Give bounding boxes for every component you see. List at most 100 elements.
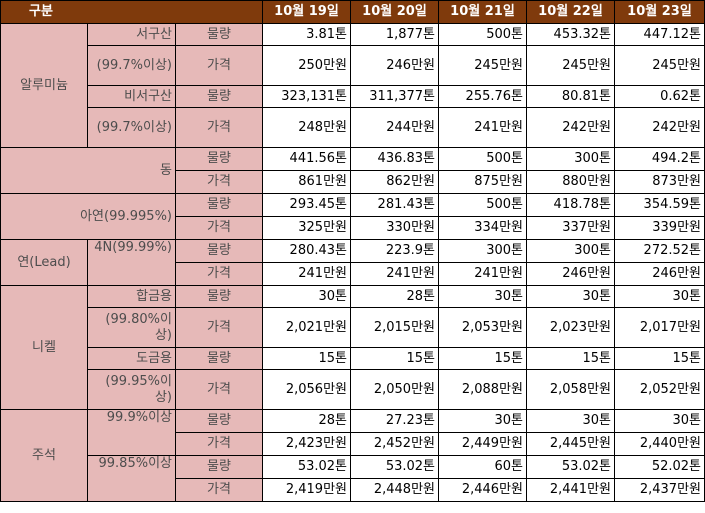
table-row: 아연(99.995%) 물량 293.45톤 281.43톤 500톤 418.… — [0, 193, 705, 240]
qty-label: 물량 — [175, 23, 263, 46]
qty-cell: 354.59톤 — [614, 193, 705, 217]
qty-cell: 52.02톤 — [614, 455, 705, 479]
nickel-plating-label: 도금용 — [87, 347, 176, 370]
qty-cell: 30톤 — [262, 285, 351, 308]
copper-label: 동 — [0, 147, 176, 194]
price-cell: 2,053만원 — [438, 307, 527, 348]
lead-label: 연(Lead) — [0, 239, 88, 286]
qty-cell: 60톤 — [438, 455, 527, 479]
price-label: 가격 — [175, 369, 263, 410]
price-cell: 241만원 — [350, 262, 439, 286]
qty-cell: 255.76톤 — [438, 85, 527, 108]
qty-cell: 15톤 — [262, 347, 351, 370]
price-cell: 245만원 — [438, 45, 527, 86]
table-row: (99.7%이상) 가격 248만원 244만원 241만원 242만원 242… — [1, 107, 705, 148]
aluminum-western-purity: (99.7%이상) — [87, 45, 176, 86]
header-date: 10월 19일 — [262, 0, 351, 24]
table-row: 도금용 물량 15톤 15톤 15톤 15톤 15톤 — [1, 347, 705, 370]
qty-cell: 28톤 — [262, 409, 351, 433]
qty-cell: 53.02톤 — [350, 455, 439, 479]
qty-cell: 494.2톤 — [614, 147, 705, 171]
price-cell: 250만원 — [262, 45, 351, 86]
price-cell: 245만원 — [614, 45, 705, 86]
qty-cell: 300톤 — [526, 147, 615, 171]
qty-cell: 15톤 — [614, 347, 705, 370]
qty-cell: 447.12톤 — [614, 23, 705, 46]
price-cell: 241만원 — [438, 107, 527, 148]
qty-label: 물량 — [175, 239, 263, 263]
price-label: 가격 — [175, 307, 263, 348]
price-cell: 244만원 — [350, 107, 439, 148]
qty-cell: 15톤 — [526, 347, 615, 370]
nickel-label: 니켈 — [0, 285, 88, 410]
price-cell: 2,449만원 — [438, 432, 527, 456]
qty-cell: 53.02톤 — [526, 455, 615, 479]
price-cell: 241만원 — [262, 262, 351, 286]
qty-cell: 293.45톤 — [262, 193, 351, 217]
qty-cell: 453.32톤 — [526, 23, 615, 46]
qty-cell: 30톤 — [614, 285, 705, 308]
metal-price-table: 구분 10월 19일 10월 20일 10월 21일 10월 22일 10월 2… — [0, 0, 705, 502]
qty-cell: 0.62톤 — [614, 85, 705, 108]
qty-cell: 15톤 — [438, 347, 527, 370]
qty-cell: 30톤 — [614, 409, 705, 433]
qty-label: 물량 — [175, 409, 263, 433]
aluminum-label: 알루미늄 — [0, 23, 88, 148]
price-cell: 861만원 — [262, 170, 351, 194]
aluminum-western-label: 서구산 — [87, 23, 176, 46]
price-cell: 2,015만원 — [350, 307, 439, 348]
qty-cell: 53.02톤 — [262, 455, 351, 479]
price-cell: 873만원 — [614, 170, 705, 194]
price-cell: 334만원 — [438, 216, 527, 240]
price-cell: 241만원 — [438, 262, 527, 286]
price-label: 가격 — [175, 216, 263, 240]
price-cell: 2,017만원 — [614, 307, 705, 348]
header-category: 구분 — [0, 0, 263, 24]
table-row: 가격 2,419만원 2,448만원 2,446만원 2,441만원 2,437… — [1, 478, 705, 502]
price-cell: 2,448만원 — [350, 478, 439, 502]
qty-cell: 500톤 — [438, 193, 527, 217]
price-label: 가격 — [175, 170, 263, 194]
qty-label: 물량 — [175, 193, 263, 217]
qty-cell: 30톤 — [438, 409, 527, 433]
price-cell: 330만원 — [350, 216, 439, 240]
qty-cell: 28톤 — [350, 285, 439, 308]
price-cell: 2,452만원 — [350, 432, 439, 456]
qty-cell: 30톤 — [526, 409, 615, 433]
aluminum-nonwestern-label: 비서구산 — [87, 85, 176, 108]
price-label: 가격 — [175, 262, 263, 286]
qty-label: 물량 — [175, 285, 263, 308]
price-cell: 2,440만원 — [614, 432, 705, 456]
qty-cell: 30톤 — [526, 285, 615, 308]
lead-grade: 4N(99.99%) — [87, 239, 176, 286]
qty-cell: 300톤 — [526, 239, 615, 263]
table-row: 가격 241만원 241만원 241만원 246만원 246만원 — [1, 262, 705, 286]
price-cell: 862만원 — [350, 170, 439, 194]
price-cell: 245만원 — [526, 45, 615, 86]
qty-cell: 280.43톤 — [262, 239, 351, 263]
price-cell: 2,441만원 — [526, 478, 615, 502]
table-row: 주석 99.9%이상 물량 28톤 27.23톤 30톤 30톤 30톤 — [0, 409, 705, 502]
price-cell: 2,058만원 — [526, 369, 615, 410]
price-cell: 2,021만원 — [262, 307, 351, 348]
table-row: (99.80%이상) 가격 2,021만원 2,015만원 2,053만원 2,… — [1, 307, 705, 348]
price-cell: 880만원 — [526, 170, 615, 194]
qty-cell: 27.23톤 — [350, 409, 439, 433]
tin-grade999-label: 99.9%이상 — [87, 409, 176, 456]
qty-cell: 436.83톤 — [350, 147, 439, 171]
qty-cell: 418.78톤 — [526, 193, 615, 217]
table-row: (99.7%이상) 가격 250만원 246만원 245만원 245만원 245… — [1, 45, 705, 86]
tin-label: 주석 — [0, 409, 88, 502]
table-row: 가격 325만원 330만원 334만원 337만원 339만원 — [1, 216, 705, 240]
header-date: 10월 22일 — [526, 0, 615, 24]
table-row: 99.85%이상 물량 53.02톤 53.02톤 60톤 53.02톤 52.… — [1, 455, 705, 502]
table-row: 동 물량 441.56톤 436.83톤 500톤 300톤 494.2톤 — [0, 147, 705, 194]
table-row: 알루미늄 서구산 물량 3.81톤 1,877톤 500톤 453.32톤 44… — [0, 23, 705, 148]
price-cell: 875만원 — [438, 170, 527, 194]
price-cell: 337만원 — [526, 216, 615, 240]
qty-cell: 441.56톤 — [262, 147, 351, 171]
header-row: 구분 10월 19일 10월 20일 10월 21일 10월 22일 10월 2… — [0, 0, 705, 24]
qty-cell: 311,377톤 — [350, 85, 439, 108]
price-cell: 2,446만원 — [438, 478, 527, 502]
qty-cell: 272.52톤 — [614, 239, 705, 263]
